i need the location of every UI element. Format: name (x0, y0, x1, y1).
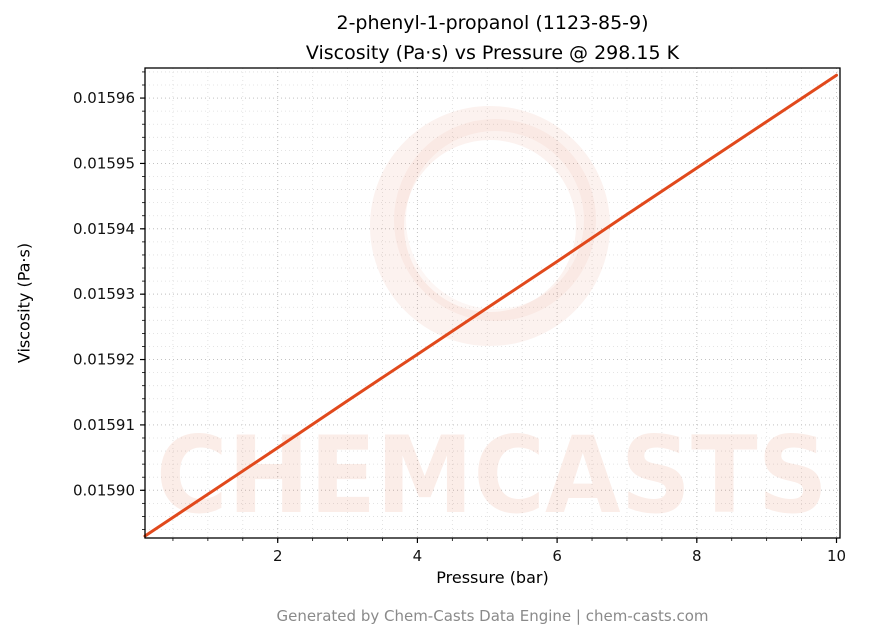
x-tick-label: 8 (692, 547, 702, 565)
axes-border (144, 67, 841, 539)
watermark-ring-icon (370, 106, 610, 346)
y-tick-label: 0.01593 (73, 285, 135, 303)
x-tick-label: 4 (413, 547, 423, 565)
chart-title-line1: 2-phenyl-1-propanol (1123-85-9) (336, 12, 649, 34)
chart-title-line2: Viscosity (Pa·s) vs Pressure @ 298.15 K (305, 42, 680, 64)
y-tick-label: 0.01591 (73, 416, 135, 434)
x-tick-label: 10 (827, 547, 846, 565)
footer-text: Generated by Chem-Casts Data Engine | ch… (276, 607, 709, 625)
y-tick-label: 0.01595 (73, 154, 135, 172)
x-tick-label: 6 (552, 547, 562, 565)
y-tick-label: 0.01596 (73, 89, 135, 107)
y-tick-label: 0.01590 (73, 481, 135, 499)
x-axis-label: Pressure (bar) (436, 568, 549, 587)
watermark-text: CHEMCASTS (156, 414, 828, 537)
y-tick-label: 0.01592 (73, 351, 135, 369)
chart-title: 2-phenyl-1-propanol (1123-85-9) Viscosit… (145, 8, 840, 68)
watermark-ring-inner-icon (394, 119, 596, 321)
y-tick-label: 0.01594 (73, 220, 135, 238)
x-tick-label: 2 (273, 547, 283, 565)
data-line (143, 73, 839, 538)
